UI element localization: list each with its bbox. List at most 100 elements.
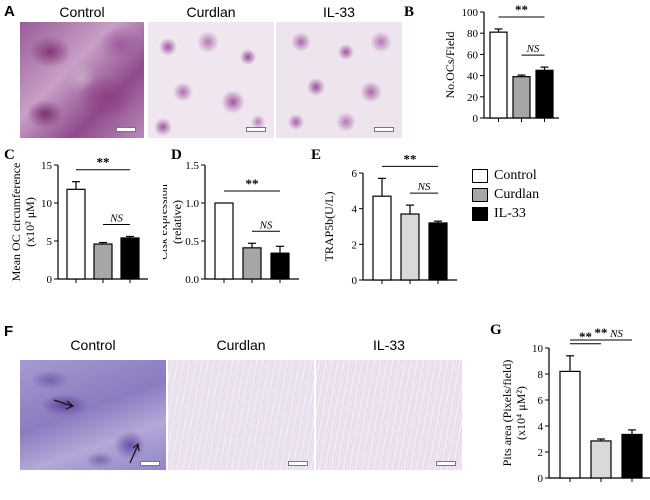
micrograph-trap-il33 xyxy=(276,22,402,138)
legend: Control Curdlan IL-33 xyxy=(472,166,592,223)
y-axis-label-gene: Ctsk xyxy=(163,238,170,260)
scale-bar xyxy=(246,127,266,132)
y-tick-label: 0.5 xyxy=(185,236,199,248)
arrows xyxy=(53,399,140,464)
scale-bar xyxy=(140,461,160,466)
bar-control xyxy=(372,195,392,281)
legend-label: IL-33 xyxy=(494,205,526,221)
chart-b: B 0 20 40 60 80 100 No.OCs/Field NS ** xyxy=(404,2,559,125)
micrograph-pit-control xyxy=(20,360,166,470)
bar-control xyxy=(66,188,86,280)
chart-c: C 0 5 10 15 Mean OC circumference (x10² μM) NS *… xyxy=(4,147,148,286)
y-tick-label: 1.5 xyxy=(185,160,199,172)
y-tick-label: 4 xyxy=(538,421,544,433)
significance-label: ** xyxy=(97,155,110,170)
panel-letter: D xyxy=(171,147,182,163)
micrograph-pit-curdlan xyxy=(168,360,314,470)
bar-control xyxy=(214,202,234,280)
significance-label: ** xyxy=(515,2,528,17)
y-tick-label: 10 xyxy=(532,343,544,355)
image-title-control: Control xyxy=(59,4,105,20)
legend-item-curdlan: Curdlan xyxy=(472,185,592,204)
y-tick-label: 40 xyxy=(467,71,479,83)
image-title-il33: IL-33 xyxy=(323,4,355,20)
image-title-curdlan: Curdlan xyxy=(186,4,236,20)
y-tick-label: 5 xyxy=(47,236,53,248)
legend-swatch xyxy=(472,168,488,183)
significance-label: NS xyxy=(609,328,623,340)
significance-label: ** xyxy=(595,325,608,340)
panel-letter-f: F xyxy=(4,323,14,340)
scale-bar xyxy=(288,461,308,466)
legend-item-il33: IL-33 xyxy=(472,204,592,223)
micrograph-trap-control xyxy=(20,22,144,138)
chart-g: G 0 2 4 6 8 10 Pits area (Pixels/field) (x10⁴ μM… xyxy=(490,322,650,485)
y-tick-label: 100 xyxy=(462,7,479,19)
bar-curdlan xyxy=(400,213,420,281)
y-axis-label-text: expression xyxy=(163,184,170,235)
significance-label: NS xyxy=(417,181,431,193)
bar-il-33 xyxy=(120,237,140,280)
bar-il-33 xyxy=(428,222,448,281)
significance-label: ** xyxy=(404,151,417,166)
significance-label: NS xyxy=(526,43,540,55)
bar-il-33 xyxy=(535,69,554,119)
bar-curdlan xyxy=(512,76,531,119)
y-axis-label: TRAP5b(U/L) xyxy=(322,192,336,262)
scale-bar xyxy=(436,461,456,466)
legend-label: Control xyxy=(494,167,537,183)
y-axis-label: Mean OC circumference xyxy=(9,163,23,282)
bar-curdlan xyxy=(93,243,113,280)
y-tick-label: 1.0 xyxy=(185,198,199,210)
panel-letter-a: A xyxy=(4,3,15,20)
y-tick-label: 2 xyxy=(352,239,358,251)
panel-letter: G xyxy=(490,322,502,338)
y-tick-label: 0 xyxy=(352,275,358,287)
y-tick-label: 4 xyxy=(352,204,358,216)
y-axis-label-unit: (x10² μM) xyxy=(23,197,37,247)
y-axis-label: Pits area (Pixels/field) xyxy=(500,360,514,467)
bar-curdlan xyxy=(242,247,262,280)
micrograph-pit-il33 xyxy=(316,360,462,470)
legend-item-control: Control xyxy=(472,166,592,185)
legend-swatch xyxy=(472,206,488,221)
y-tick-label: 2 xyxy=(538,447,544,459)
y-tick-label: 0 xyxy=(473,113,479,125)
y-axis-label: Ctsk expression xyxy=(163,184,170,260)
chart-e: E 0 2 4 6 TRAP5b(U/L) NS ** xyxy=(311,147,457,287)
scale-bar xyxy=(374,127,394,132)
chart-d: D 0.0 0.5 1.0 1.5 Ctsk expression (relative) NS *… xyxy=(163,147,299,286)
arrow-icon xyxy=(129,444,139,464)
bar-control xyxy=(559,370,581,479)
y-tick-label: 10 xyxy=(41,198,53,210)
y-tick-label: 6 xyxy=(538,395,544,407)
y-tick-label: 0 xyxy=(47,274,53,286)
panel-letter: E xyxy=(311,147,321,163)
y-tick-label: 15 xyxy=(41,160,53,172)
significance-label: NS xyxy=(259,219,273,231)
y-tick-label: 0.0 xyxy=(185,274,199,286)
y-tick-label: 20 xyxy=(467,92,479,104)
panel-letter: B xyxy=(404,4,414,20)
significance-label: ** xyxy=(246,176,259,191)
y-tick-label: 6 xyxy=(352,168,358,180)
legend-label: Curdlan xyxy=(494,186,540,202)
y-axis-label-unit: (x10⁴ μM²) xyxy=(514,386,528,440)
y-tick-label: 80 xyxy=(467,28,479,40)
significance-label: NS xyxy=(109,212,123,224)
significance-label: ** xyxy=(579,329,592,344)
arrow-icon xyxy=(53,399,73,407)
y-tick-label: 8 xyxy=(538,369,544,381)
panel-letter: C xyxy=(4,147,15,163)
bar-il-33 xyxy=(270,252,290,280)
image-title-curdlan: Curdlan xyxy=(216,337,266,353)
bar-il-33 xyxy=(621,433,643,479)
image-title-control: Control xyxy=(70,337,116,353)
y-axis-label: No.OCs/Field xyxy=(443,31,457,98)
y-tick-label: 60 xyxy=(467,49,479,61)
y-tick-label: 0 xyxy=(538,473,544,485)
bar-control xyxy=(489,31,508,119)
legend-swatch xyxy=(472,187,488,202)
scale-bar xyxy=(116,127,136,132)
y-axis-label-unit: (relative) xyxy=(170,200,184,244)
